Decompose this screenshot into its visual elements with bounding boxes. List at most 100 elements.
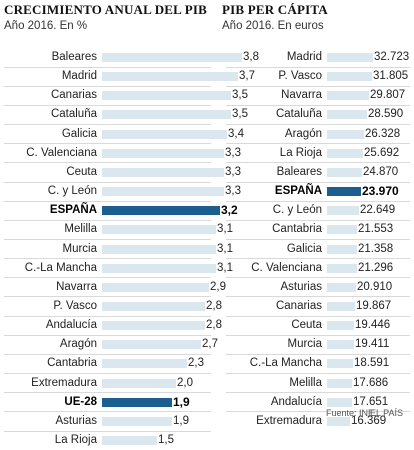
gdp-value-label-asturias: 20.910 xyxy=(357,280,393,293)
gdp-bar-c-valenciana xyxy=(327,263,357,273)
gdp-bar-canarias xyxy=(327,301,355,311)
gdp-bar-madrid xyxy=(327,53,373,62)
category-label-extremadura: Extremadura xyxy=(31,376,97,389)
gdp-per-capita-chart-title: PIB PER CÁPITA xyxy=(222,2,328,17)
growth-bar-canarias xyxy=(102,91,231,101)
row-divider xyxy=(226,277,410,279)
gdp-bar-c-la-mancha xyxy=(327,359,353,369)
row-divider xyxy=(226,181,410,183)
category-label-espana: ESPAÑA xyxy=(49,204,97,217)
gdp-value-label-p-vasco: 31.805 xyxy=(373,70,409,83)
category-label-baleares: Baleares xyxy=(51,51,97,63)
category-label-cantabria: Cantabria xyxy=(272,223,322,236)
publisher-credit: EL PAÍS xyxy=(370,408,404,418)
growth-bar-cantabria xyxy=(102,359,187,369)
row-divider xyxy=(226,162,410,164)
bar-row: Ceuta 3,3 xyxy=(0,163,241,182)
category-label-aragon: Aragón xyxy=(59,338,97,351)
growth-bar-la-rioja xyxy=(102,436,157,445)
category-label-la-rioja: La Rioja xyxy=(54,434,97,446)
growth-bar-c-la-mancha xyxy=(102,263,216,273)
gdp-value-label-c-valenciana: 21.296 xyxy=(358,261,394,274)
bar-row: Navarra 2,9 xyxy=(0,278,226,297)
gdp-value-label-navarra: 29.807 xyxy=(370,89,406,102)
gdp-value-label-andalucia: 17.651 xyxy=(353,395,389,408)
gdp-bar-espana xyxy=(327,187,361,197)
category-label-asturias: Asturias xyxy=(280,280,322,293)
category-label-cantabria: Cantabria xyxy=(47,357,97,370)
category-label-c-y-leon: C. y León xyxy=(47,185,97,198)
category-label-navarra: Navarra xyxy=(281,89,322,102)
bar-row: Madrid 32.723 xyxy=(222,48,414,67)
growth-bar-baleares xyxy=(102,53,242,62)
category-label-canarias: Canarias xyxy=(50,89,97,102)
growth-value-label-cantabria: 2,3 xyxy=(188,357,204,370)
growth-value-label-asturias: 1,9 xyxy=(173,414,189,427)
gdp-bar-c-y-leon xyxy=(327,206,359,216)
bar-row: Cantabria 21.553 xyxy=(222,220,414,239)
row-divider xyxy=(226,258,410,260)
gdp-bar-asturias xyxy=(327,282,356,292)
growth-value-label-c-la-mancha: 3,1 xyxy=(217,261,233,274)
category-label-murcia: Murcia xyxy=(287,338,322,351)
gdp-bar-la-rioja xyxy=(327,148,363,158)
category-label-asturias: Asturias xyxy=(55,414,97,427)
gdp-value-label-la-rioja: 25.692 xyxy=(364,146,400,159)
gdp-value-label-ceuta: 19.446 xyxy=(355,319,391,332)
gdp-value-label-c-la-mancha: 18.591 xyxy=(354,357,390,370)
bar-row: Asturias 1,9 xyxy=(0,412,215,431)
growth-bar-madrid xyxy=(102,72,238,82)
row-divider xyxy=(226,143,410,145)
row-divider xyxy=(4,162,211,164)
growth-bar-murcia xyxy=(102,244,216,254)
gdp-value-label-melilla: 17.686 xyxy=(353,376,389,389)
growth-value-label-andalucia: 2,8 xyxy=(206,319,222,332)
growth-chart-subtitle: Año 2016. En % xyxy=(4,20,88,32)
gdp-bar-ceuta xyxy=(327,321,354,331)
bar-row: P. Vasco 2,8 xyxy=(0,297,222,316)
growth-value-label-ceuta: 3,3 xyxy=(225,165,241,178)
row-divider xyxy=(4,296,211,298)
gdp-bar-cantabria xyxy=(327,225,357,235)
growth-value-label-espana: 3,2 xyxy=(221,203,238,218)
category-label-melilla: Melilla xyxy=(64,223,97,236)
gdp-value-label-canarias: 19.867 xyxy=(356,299,392,312)
row-divider xyxy=(226,392,410,394)
row-divider xyxy=(226,219,410,221)
growth-value-label-extremadura: 2,0 xyxy=(177,376,193,389)
row-divider xyxy=(226,124,410,126)
growth-bar-navarra xyxy=(102,282,209,292)
gdp-bar-navarra xyxy=(327,91,369,101)
bar-row: La Rioja 25.692 xyxy=(222,144,414,163)
bar-row: C.-La Mancha 3,1 xyxy=(0,259,233,278)
bar-row: Baleares 3,8 xyxy=(0,48,259,67)
source-note: Fuente: INE. xyxy=(326,408,377,418)
bar-row: La Rioja 1,5 xyxy=(0,431,215,450)
row-divider xyxy=(226,315,410,317)
growth-bar-aragon xyxy=(102,340,201,350)
growth-value-label-c-valenciana: 3,3 xyxy=(225,146,241,159)
row-divider xyxy=(4,181,211,183)
growth-bar-p-vasco xyxy=(102,301,205,311)
growth-bar-cataluna xyxy=(102,110,231,120)
growth-value-label-galicia: 3,4 xyxy=(228,127,244,140)
bar-row: Melilla 3,1 xyxy=(0,220,233,239)
row-divider xyxy=(4,200,211,202)
row-divider xyxy=(4,124,211,126)
gdp-bar-aragon xyxy=(327,129,364,139)
category-label-andalucia: Andalucía xyxy=(45,319,97,332)
bar-row: Cantabria 2,3 xyxy=(0,354,215,373)
bar-row: C. Valenciana 3,3 xyxy=(0,144,241,163)
bar-row: Canarias 19.867 xyxy=(222,297,414,316)
growth-value-label-melilla: 3,1 xyxy=(217,223,233,236)
gdp-bar-galicia xyxy=(327,244,357,254)
category-label-ceuta: Ceuta xyxy=(291,319,322,332)
row-divider xyxy=(4,85,211,87)
gdp-value-label-c-y-leon: 22.649 xyxy=(360,204,396,217)
growth-bar-c-y-leon xyxy=(102,187,224,197)
row-divider xyxy=(226,85,410,87)
category-label-ue-28: UE-28 xyxy=(64,395,97,408)
row-divider xyxy=(4,353,211,355)
category-label-melilla: Melilla xyxy=(289,376,322,389)
category-label-cataluna: Cataluña xyxy=(50,108,97,121)
